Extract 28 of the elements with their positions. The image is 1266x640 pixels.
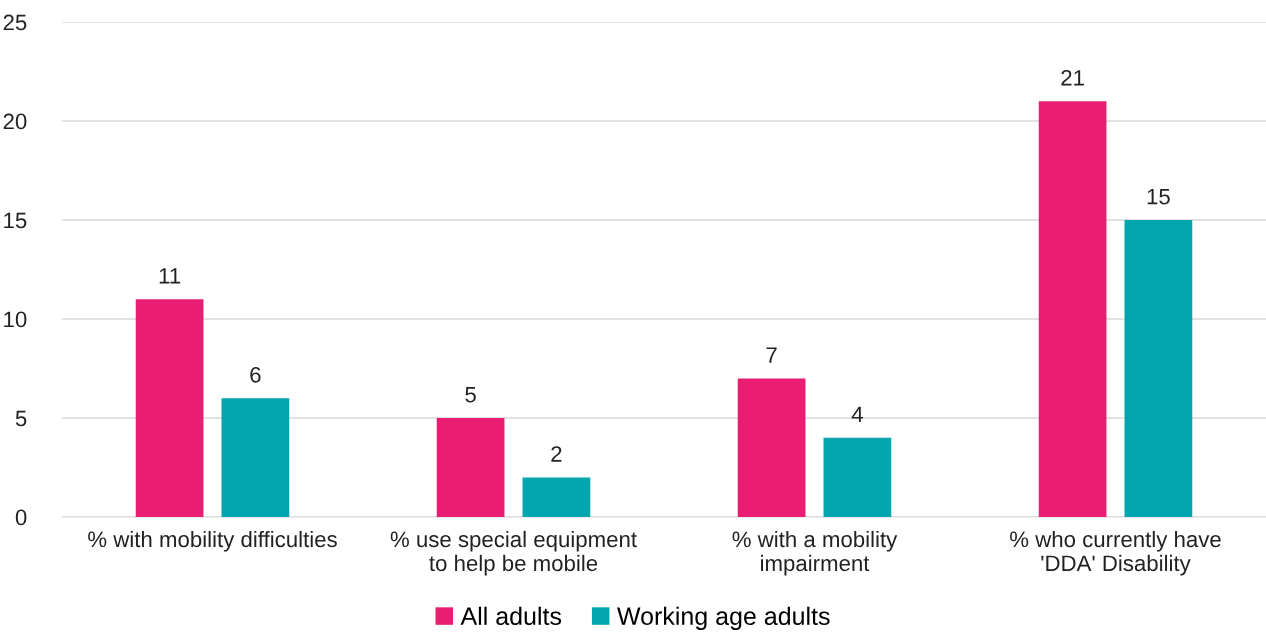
x-tick-label: % who currently have 'DDA' Disability [1010,530,1221,576]
y-tick-label: 0 [15,509,27,526]
bar [522,477,591,517]
data-label: 4 [851,406,863,423]
data-label: 5 [465,386,476,403]
x-tick-label: % with a mobility impairment [732,530,898,576]
y-tick-label: 10 [4,311,27,328]
bar [737,378,806,517]
bar [1124,220,1193,517]
bar [135,299,204,517]
bar [221,398,290,517]
y-tick-label: 5 [15,410,27,427]
x-tick-label: % with mobility difficulties [88,530,337,552]
bar [1038,101,1107,517]
x-tick-label: % use special equipment to help be mobile [390,530,637,576]
data-label: 21 [1061,69,1084,86]
legend-label: Working age adults [617,606,830,630]
y-tick-label: 25 [3,14,27,31]
data-label: 7 [766,347,777,363]
data-label: 11 [159,268,181,284]
bar [823,437,892,517]
bar [436,418,505,517]
y-tick-label: 15 [4,212,27,229]
y-tick-label: 20 [3,113,27,130]
data-label: 2 [551,446,562,462]
data-label: 6 [250,366,261,383]
legend-label: All adults [460,606,562,626]
data-label: 15 [1147,188,1170,205]
